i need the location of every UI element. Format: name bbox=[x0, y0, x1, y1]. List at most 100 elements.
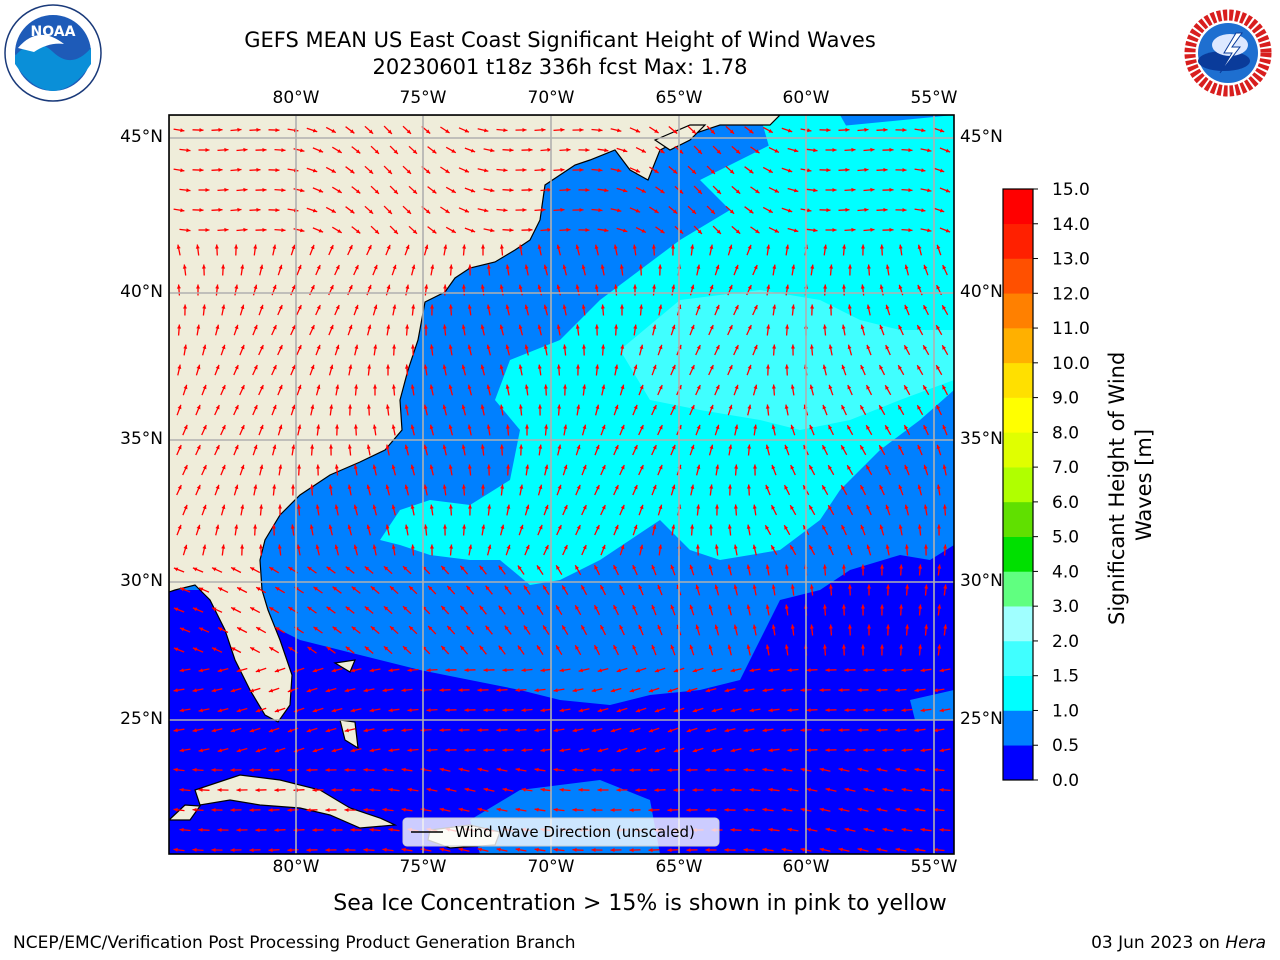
wave-direction-arrowhead bbox=[765, 404, 770, 409]
wave-direction-arrowhead bbox=[613, 605, 618, 610]
wave-direction-arrowhead bbox=[543, 384, 548, 389]
wave-direction-arrowhead bbox=[785, 284, 790, 289]
wave-direction-arrowhead bbox=[654, 209, 659, 213]
wave-direction-arrowhead bbox=[274, 828, 279, 833]
wave-direction-arrowhead bbox=[556, 244, 561, 249]
wave-direction-arrowhead bbox=[407, 748, 412, 753]
wave-direction-arrowhead bbox=[243, 147, 248, 152]
wave-direction-arrowhead bbox=[614, 324, 619, 329]
wave-direction-arrowhead bbox=[793, 148, 799, 153]
wave-direction-arrowhead bbox=[486, 264, 491, 269]
wave-direction-arrowhead bbox=[231, 567, 236, 572]
wave-direction-arrowhead bbox=[708, 604, 713, 610]
bahamas-1 bbox=[333, 659, 356, 673]
wave-direction-arrowhead bbox=[287, 768, 292, 773]
wave-direction-arrowhead bbox=[202, 504, 207, 510]
wave-direction-arrowhead bbox=[838, 807, 843, 812]
wave-direction-arrowhead bbox=[198, 748, 203, 753]
wave-direction-arrowhead bbox=[904, 464, 909, 470]
wave-direction-arrowhead bbox=[234, 324, 239, 330]
wave-direction-arrowhead bbox=[218, 127, 223, 132]
wave-direction-arrowhead bbox=[192, 767, 197, 772]
wave-direction-arrowhead bbox=[809, 624, 814, 629]
wave-direction-arrowhead bbox=[537, 605, 541, 610]
wave-direction-arrowhead bbox=[240, 464, 245, 470]
wave-direction-arrowhead bbox=[864, 167, 869, 172]
wave-direction-arrowhead bbox=[462, 524, 467, 529]
wave-direction-arrowhead bbox=[212, 647, 217, 652]
wave-direction-arrowhead bbox=[544, 545, 549, 550]
wave-direction-arrowhead bbox=[819, 688, 824, 693]
colorbar-tick-label: 10.0 bbox=[1052, 354, 1090, 374]
wave-direction-arrowhead bbox=[392, 344, 397, 349]
wave-direction-arrowhead bbox=[809, 505, 813, 510]
colorbar-segment bbox=[1003, 189, 1033, 225]
wave-direction-arrowhead bbox=[432, 149, 437, 154]
colorbar-segment bbox=[1003, 640, 1033, 676]
wave-direction-arrowhead bbox=[838, 767, 843, 772]
wave-direction-arrowhead bbox=[445, 668, 450, 673]
wave-direction-arrowhead bbox=[240, 504, 245, 509]
colorbar-tick-label: 7.0 bbox=[1052, 458, 1079, 478]
wave-direction-arrowhead bbox=[939, 748, 944, 753]
wave-direction-arrowhead bbox=[822, 564, 827, 569]
wave-direction-arrowhead bbox=[329, 364, 334, 370]
wave-direction-arrowhead bbox=[297, 345, 302, 350]
wave-direction-arrowhead bbox=[393, 149, 398, 154]
wave-direction-arrowhead bbox=[540, 748, 545, 753]
wave-direction-arrowhead bbox=[690, 405, 695, 410]
wave-direction-arrowhead bbox=[543, 344, 548, 349]
wave-direction-arrowhead bbox=[715, 424, 720, 430]
wave-direction-arrowhead bbox=[918, 604, 923, 609]
wave-direction-arrowhead bbox=[337, 189, 342, 193]
wave-direction-arrowhead bbox=[221, 344, 226, 350]
wave-direction-arrowhead bbox=[566, 147, 571, 152]
wave-direction-arrowhead bbox=[221, 385, 226, 390]
wave-direction-arrowhead bbox=[784, 564, 789, 569]
wave-direction-arrowhead bbox=[879, 524, 884, 530]
wave-direction-arrowhead bbox=[882, 708, 887, 713]
wave-direction-arrowhead bbox=[620, 465, 625, 470]
wave-direction-arrowhead bbox=[212, 607, 217, 612]
wave-direction-arrowhead bbox=[383, 606, 389, 611]
wave-direction-arrowhead bbox=[541, 207, 546, 212]
wave-direction-arrowhead bbox=[807, 128, 812, 133]
wave-direction-arrowhead bbox=[939, 708, 944, 713]
wave-direction-arrowhead bbox=[917, 405, 922, 410]
wave-direction-arrowhead bbox=[686, 728, 692, 733]
wave-direction-arrowhead bbox=[202, 304, 207, 309]
wave-direction-arrowhead bbox=[556, 284, 561, 290]
wave-direction-arrowhead bbox=[923, 305, 928, 310]
wave-direction-arrowhead bbox=[790, 545, 794, 550]
wave-direction-arrowhead bbox=[920, 708, 925, 713]
wave-direction-arrowhead bbox=[686, 688, 692, 693]
wave-direction-arrowhead bbox=[880, 604, 884, 609]
wave-direction-arrowhead bbox=[538, 444, 543, 449]
wave-direction-arrowhead bbox=[506, 544, 511, 550]
wave-direction-arrowhead bbox=[861, 564, 865, 569]
wave-direction-arrowhead bbox=[537, 364, 542, 369]
wave-direction-arrowhead bbox=[671, 364, 676, 370]
wave-direction-arrowhead bbox=[354, 344, 359, 349]
wave-direction-arrowhead bbox=[614, 524, 619, 530]
wave-direction-arrowhead bbox=[734, 464, 739, 469]
wave-direction-arrowhead bbox=[828, 344, 833, 349]
wave-direction-arrowhead bbox=[781, 807, 786, 812]
wave-direction-arrowhead bbox=[386, 364, 390, 369]
wave-direction-arrowhead bbox=[388, 748, 393, 753]
wave-direction-arrowhead bbox=[519, 524, 524, 530]
wave-direction-arrowhead bbox=[826, 208, 831, 213]
wave-direction-arrowhead bbox=[790, 584, 795, 589]
wave-direction-arrowhead bbox=[236, 748, 242, 753]
wave-direction-arrowhead bbox=[728, 444, 733, 449]
wave-direction-arrowhead bbox=[272, 244, 277, 249]
wave-direction-arrowhead bbox=[914, 847, 919, 852]
wave-direction-arrowhead bbox=[866, 304, 871, 309]
wave-direction-arrowhead bbox=[559, 708, 564, 713]
wave-direction-arrowhead bbox=[179, 627, 185, 632]
wave-direction-arrowhead bbox=[335, 265, 340, 270]
colorbar-tick-label: 1.5 bbox=[1052, 667, 1079, 687]
wave-direction-arrowhead bbox=[781, 728, 786, 733]
wave-direction-arrowhead bbox=[585, 148, 590, 152]
wave-direction-arrowhead bbox=[622, 188, 628, 193]
